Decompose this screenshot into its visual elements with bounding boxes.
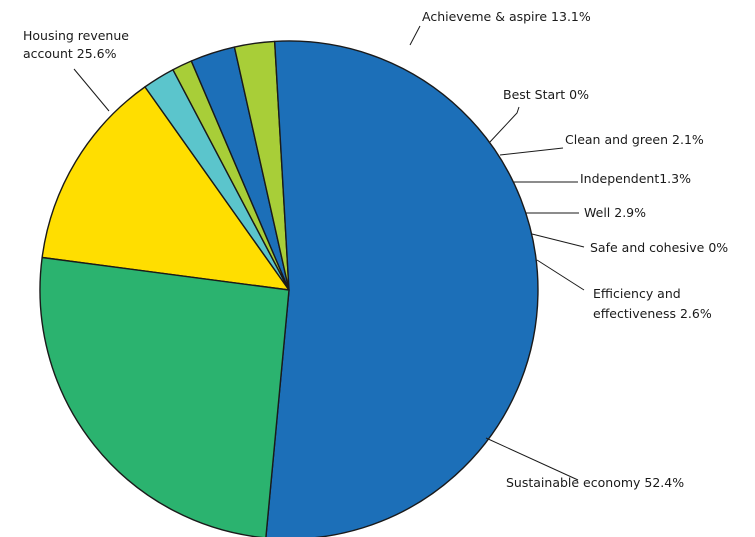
slice-housing-revenue-account xyxy=(39,256,290,537)
leader-line-safe-and-cohesive xyxy=(531,233,585,248)
leader-line-efficiency-and-effectiveness xyxy=(536,259,585,291)
slice-achieveme-aspire xyxy=(41,86,290,291)
slice-label-efficiency-and-effectiveness: Efficiency and effectiveness 2.6% xyxy=(593,286,712,321)
slice-label-line: Efficiency and xyxy=(593,286,681,301)
leader-lines xyxy=(73,25,585,481)
slice-label-line: effectiveness 2.6% xyxy=(593,306,712,321)
leader-line-achieveme-aspire xyxy=(409,25,421,46)
slice-label-line: Best Start 0% xyxy=(503,87,589,102)
slice-label-best-start: Best Start 0% xyxy=(503,87,589,102)
leader-line-clean-and-green xyxy=(499,147,564,156)
slice-label-independent: Independent1.3% xyxy=(580,171,691,186)
slice-label-achieveme-aspire: Achieveme & aspire 13.1% xyxy=(422,9,591,24)
slice-label-line: Independent1.3% xyxy=(580,171,691,186)
leader-line-sustainable-economy xyxy=(485,437,579,481)
slice-label-sustainable-economy: Sustainable economy 52.4% xyxy=(506,475,684,490)
slice-label-line: Clean and green 2.1% xyxy=(565,132,704,147)
slice-sustainable-economy xyxy=(265,40,539,537)
slice-label-line: Achieveme & aspire 13.1% xyxy=(422,9,591,24)
slice-label-line: Well 2.9% xyxy=(584,205,646,220)
pie-slices xyxy=(39,40,539,537)
slice-label-well: Well 2.9% xyxy=(584,205,646,220)
slice-label-line: Sustainable economy 52.4% xyxy=(506,475,684,490)
slice-labels: Achieveme & aspire 13.1% Best Start 0% Cle… xyxy=(23,9,728,490)
slice-label-safe-and-cohesive: Safe and cohesive 0% xyxy=(590,240,728,255)
slice-label-line: account 25.6% xyxy=(23,46,117,61)
slice-label-clean-and-green: Clean and green 2.1% xyxy=(565,132,704,147)
leader-line-housing-revenue-account xyxy=(73,68,110,112)
leader-line-best-start xyxy=(488,106,520,144)
slice-label-line: Safe and cohesive 0% xyxy=(590,240,728,255)
slice-label-line: Housing revenue xyxy=(23,28,129,43)
slice-label-housing-revenue-account: Housing revenue account 25.6% xyxy=(23,28,129,61)
